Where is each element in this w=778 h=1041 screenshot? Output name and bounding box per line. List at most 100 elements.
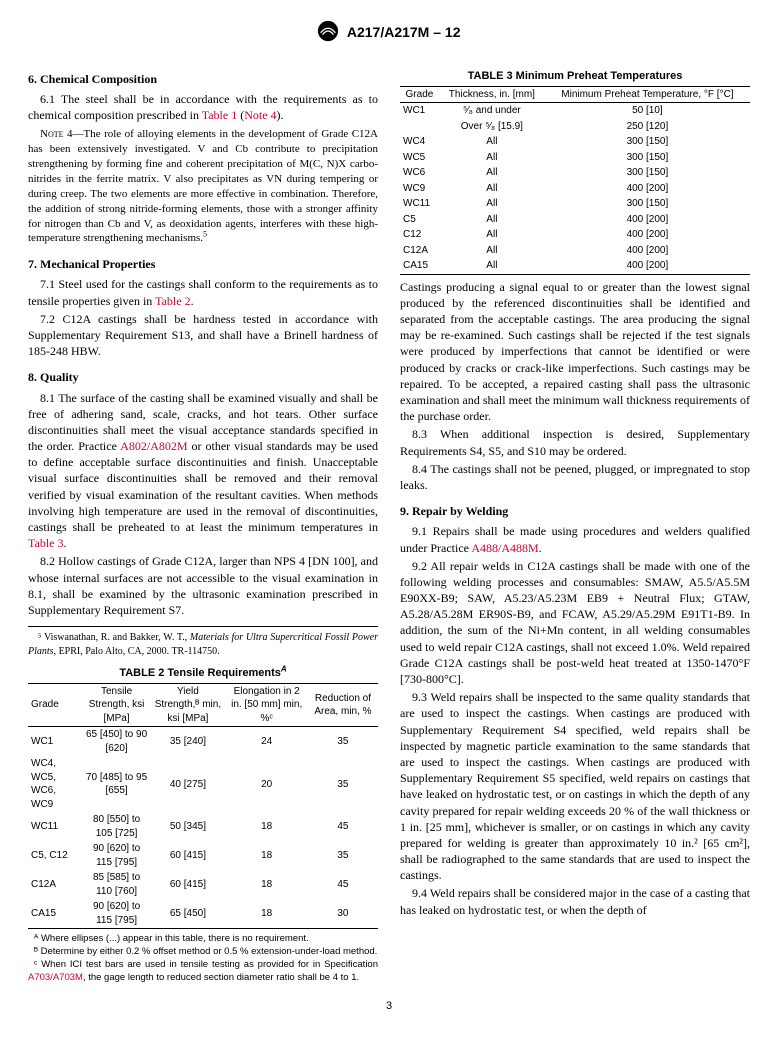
table-row: WC1180 [550] to 105 [725]50 [345]1845 [28,812,378,841]
table-row: C5All400 [200] [400,212,750,228]
text: . [191,294,194,308]
table-cell: 30 [308,899,378,929]
table-cell: 60 [415] [150,870,225,899]
table-cell: WC1 [28,727,83,757]
table-row: WC5All300 [150] [400,150,750,166]
para-8-4: 8.4 The castings shall not be peened, pl… [400,461,750,493]
para-9-1: 9.1 Repairs shall be made using procedur… [400,523,750,555]
table-cell: C5 [400,212,439,228]
note-body: The role of alloying elements in the dev… [28,128,378,244]
table-cell: C5, C12 [28,841,83,870]
table3-title: TABLE 3 Minimum Preheat Temperatures [400,69,750,84]
para-9-3: 9.3 Weld repairs shall be inspected to t… [400,689,750,883]
table-cell: CA15 [400,258,439,274]
table-row: WC11All300 [150] [400,196,750,212]
table-cell: 45 [308,812,378,841]
table-cell: WC4 [400,134,439,150]
table-cell: 24 [225,727,307,757]
table-row: WC4All300 [150] [400,134,750,150]
table-cell: 400 [200] [545,258,750,274]
table-cell: WC4, WC5, WC6, WC9 [28,756,83,812]
text: , EPRI, Palo Alto, CA, 2000. TR-114750. [54,646,220,657]
th: Yield Strength,ᴮ min, ksi [MPa] [150,683,225,727]
table-cell: WC5 [400,150,439,166]
table-cell: All [439,243,545,259]
table-cell: 20 [225,756,307,812]
a802-ref[interactable]: A802/A802M [120,439,187,453]
text: 7.1 Steel used for the castings shall co… [28,277,378,307]
table-cell [400,119,439,135]
table-cell: All [439,165,545,181]
table-cell: 60 [415] [150,841,225,870]
table3-ref[interactable]: Table 3 [28,536,63,550]
table-cell: All [439,181,545,197]
table-cell: 85 [585] to 110 [760] [83,870,151,899]
table-cell: All [439,196,545,212]
table-cell: 400 [200] [545,227,750,243]
para-8-1: 8.1 The surface of the casting shall be … [28,390,378,552]
table-cell: WC11 [400,196,439,212]
para-6-1: 6.1 The steel shall be in accordance wit… [28,91,378,123]
table-cell: All [439,227,545,243]
text: ᶜ When ICI test bars are used in tensile… [34,959,378,970]
table2-ref[interactable]: Table 2 [155,294,190,308]
table-cell: 35 [240] [150,727,225,757]
para-7-2: 7.2 C12A castings shall be hardness test… [28,311,378,360]
table-row: Over ⁵⁄₈ [15.9]250 [120] [400,119,750,135]
table-row: C12All400 [200] [400,227,750,243]
footnote5-ref[interactable]: 5 [203,230,207,239]
section-6-title: 6. Chemical Composition [28,71,378,87]
note-label: Note 4— [40,128,83,140]
table-cell: 50 [345] [150,812,225,841]
table-cell: All [439,134,545,150]
table-cell: 300 [150] [545,165,750,181]
table-row: CA1590 [620] to 115 [795]65 [450]1830 [28,899,378,929]
table-cell: 80 [550] to 105 [725] [83,812,151,841]
table-cell: 50 [10] [545,103,750,119]
table1-ref[interactable]: Table 1 [202,108,237,122]
table-cell: 35 [308,841,378,870]
title-text: TABLE 2 Tensile Requirements [119,667,281,679]
table-cell: 35 [308,727,378,757]
table-row: WC4, WC5, WC6, WC970 [485] to 95 [655]40… [28,756,378,812]
table3: Grade Thickness, in. [mm] Minimum Prehea… [400,86,750,275]
table-row: CA15All400 [200] [400,258,750,274]
table-cell: 18 [225,841,307,870]
para-9-2: 9.2 All repair welds in C12A castings sh… [400,558,750,688]
section-9-title: 9. Repair by Welding [400,503,750,519]
text: ⁵ Viswanathan, R. and Bakker, W. T., [38,632,190,643]
table2-note-c: ᶜ When ICI test bars are used in tensile… [28,959,378,985]
th: Elongation in 2 in. [50 mm] min, %ᶜ [225,683,307,727]
note4-ref[interactable]: Note 4 [244,108,276,122]
table-cell: C12A [400,243,439,259]
a488-ref[interactable]: A488/A488M [471,541,538,555]
table-cell: 90 [620] to 115 [795] [83,899,151,929]
text: . [539,541,542,555]
table-cell: C12A [28,870,83,899]
table-cell: 45 [308,870,378,899]
table-cell: 400 [200] [545,243,750,259]
table-cell: CA15 [28,899,83,929]
th: Grade [400,86,439,103]
table-cell: WC1 [400,103,439,119]
table-cell: C12 [400,227,439,243]
section-7-title: 7. Mechanical Properties [28,256,378,272]
table-cell: All [439,258,545,274]
table-row: WC165 [450] to 90 [620]35 [240]2435 [28,727,378,757]
table-cell: 65 [450] to 90 [620] [83,727,151,757]
a703-ref[interactable]: A703/A703M [28,972,83,983]
th: Thickness, in. [mm] [439,86,545,103]
para-8-2-cont: Castings producing a signal equal to or … [400,279,750,425]
para-8-2: 8.2 Hollow castings of Grade C12A, large… [28,553,378,618]
table-cell: 250 [120] [545,119,750,135]
table-row: C12AAll400 [200] [400,243,750,259]
text: or other visual standards may be used to… [28,439,378,534]
table-cell: 400 [200] [545,212,750,228]
para-8-3: 8.3 When additional inspection is desire… [400,426,750,458]
table-row: WC6All300 [150] [400,165,750,181]
astm-logo-icon [317,20,339,47]
table-cell: WC9 [400,181,439,197]
table-row: C5, C1290 [620] to 115 [795]60 [415]1835 [28,841,378,870]
table-row: WC9All400 [200] [400,181,750,197]
title-sup: A [281,664,287,673]
